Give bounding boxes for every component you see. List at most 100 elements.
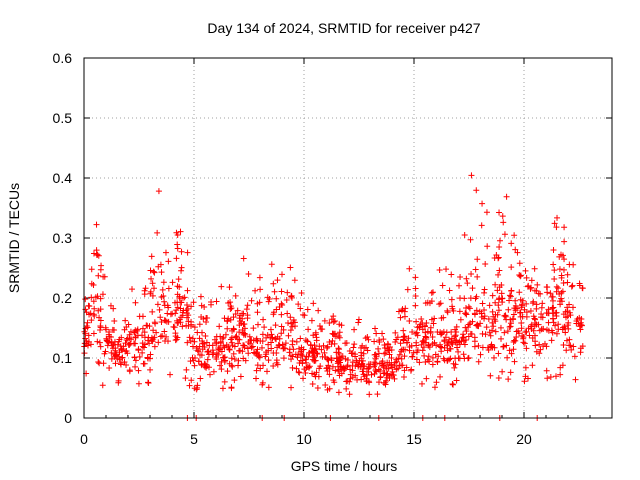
data-point — [544, 375, 551, 382]
data-point — [555, 285, 562, 292]
data-point — [401, 313, 408, 320]
data-point — [382, 379, 389, 386]
data-point — [446, 336, 453, 343]
data-point — [499, 368, 506, 375]
data-point — [488, 342, 495, 349]
data-point — [257, 365, 264, 372]
data-point — [551, 267, 558, 274]
data-point — [536, 327, 543, 334]
data-point — [352, 351, 359, 358]
data-point — [329, 337, 336, 344]
data-point — [104, 338, 111, 345]
data-point — [379, 360, 386, 367]
data-point — [268, 339, 275, 346]
data-point — [312, 345, 319, 352]
data-point — [259, 381, 266, 388]
data-point — [242, 357, 249, 364]
data-point — [564, 279, 571, 286]
data-point — [177, 228, 184, 235]
data-point — [165, 318, 172, 325]
data-point — [122, 317, 129, 324]
data-point — [151, 269, 158, 276]
data-point — [536, 341, 543, 348]
data-point — [191, 362, 198, 369]
data-point — [525, 282, 532, 289]
data-point — [234, 307, 241, 314]
data-point — [294, 354, 301, 361]
data-point — [481, 307, 488, 314]
data-point — [528, 321, 535, 328]
data-point — [199, 346, 206, 353]
data-point — [310, 352, 317, 359]
data-point — [165, 258, 172, 265]
data-point — [461, 232, 468, 239]
data-point — [492, 299, 499, 306]
data-point — [87, 341, 94, 348]
data-point — [508, 287, 515, 294]
data-point — [506, 347, 513, 354]
y-tick-label: 0.2 — [53, 290, 73, 306]
data-point — [244, 302, 251, 309]
data-point — [478, 310, 485, 317]
data-point — [429, 354, 436, 361]
data-point — [473, 187, 480, 194]
data-point — [111, 338, 118, 345]
data-point — [252, 287, 259, 294]
data-point — [557, 301, 564, 308]
data-point — [489, 319, 496, 326]
data-point — [150, 327, 157, 334]
data-point — [157, 314, 164, 321]
data-point — [503, 193, 510, 200]
data-point — [566, 336, 573, 343]
data-point — [487, 372, 494, 379]
data-point — [192, 355, 199, 362]
data-point — [564, 322, 571, 329]
data-point — [372, 367, 379, 374]
data-point — [240, 331, 247, 338]
data-point — [226, 284, 233, 291]
data-point — [444, 307, 451, 314]
data-point — [516, 330, 523, 337]
data-point — [452, 333, 459, 340]
data-point — [450, 381, 457, 388]
data-point — [553, 373, 560, 380]
data-point — [462, 324, 469, 331]
data-point — [198, 302, 205, 309]
y-tick-label: 0.3 — [53, 230, 73, 246]
data-point — [412, 274, 419, 281]
data-point — [347, 366, 354, 373]
data-point — [174, 245, 181, 252]
data-point — [579, 284, 586, 291]
data-point — [562, 308, 569, 315]
data-point — [428, 316, 435, 323]
data-point — [179, 323, 186, 330]
data-point — [218, 283, 225, 290]
data-point — [520, 335, 527, 342]
data-point — [324, 343, 331, 350]
data-point — [357, 344, 364, 351]
data-point — [240, 310, 247, 317]
data-point — [161, 317, 168, 324]
data-point — [486, 302, 493, 309]
data-point — [318, 346, 325, 353]
data-point — [320, 342, 327, 349]
data-point — [577, 326, 584, 333]
data-point — [159, 332, 166, 339]
data-point — [194, 382, 201, 389]
data-point — [428, 298, 435, 305]
data-point — [84, 342, 91, 349]
data-point — [279, 302, 286, 309]
data-point — [469, 318, 476, 325]
data-point — [538, 304, 545, 311]
data-point — [296, 369, 303, 376]
data-point — [170, 323, 177, 330]
data-point — [456, 341, 463, 348]
data-point — [308, 348, 315, 355]
data-point — [225, 343, 232, 350]
data-point — [308, 317, 315, 324]
data-point — [570, 343, 577, 350]
data-point — [287, 327, 294, 334]
data-point — [429, 289, 436, 296]
data-point — [310, 300, 317, 307]
